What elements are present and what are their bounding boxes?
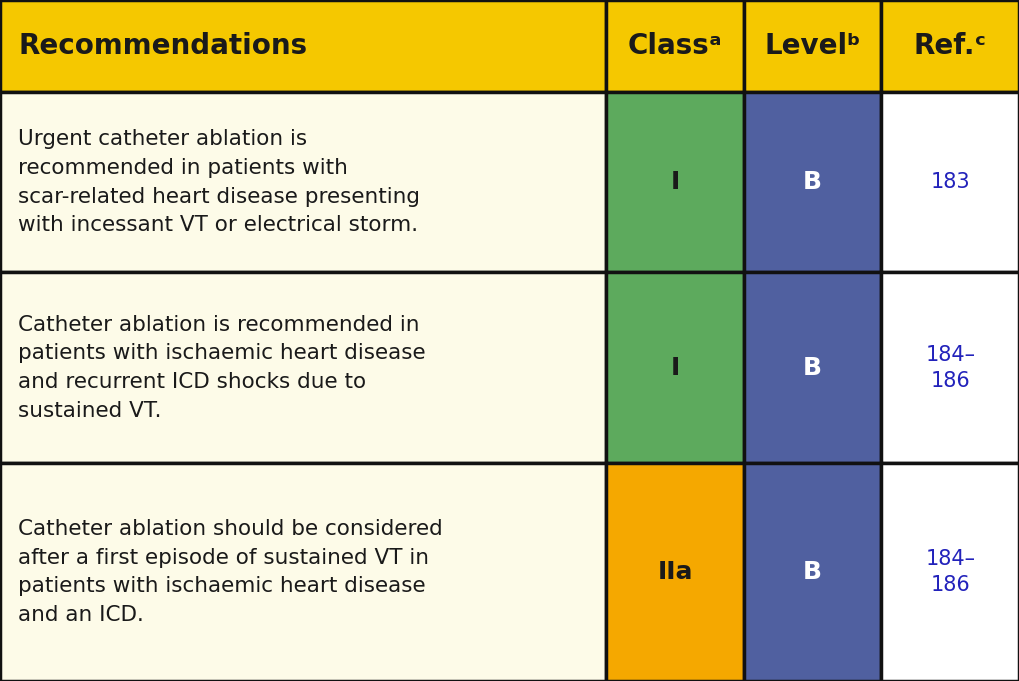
Text: IIa: IIa	[657, 560, 693, 584]
Text: Recommendations: Recommendations	[18, 32, 308, 60]
Bar	[881, 0, 1019, 92]
Bar	[744, 463, 881, 681]
Text: I: I	[671, 355, 680, 380]
Text: Urgent catheter ablation is
recommended in patients with
scar-related heart dise: Urgent catheter ablation is recommended …	[18, 129, 421, 236]
Bar	[0, 92, 606, 272]
Bar	[881, 463, 1019, 681]
Text: B: B	[803, 560, 822, 584]
Bar	[881, 272, 1019, 463]
Text: Catheter ablation should be considered
after a first episode of sustained VT in
: Catheter ablation should be considered a…	[18, 519, 443, 625]
Text: Ref.ᶜ: Ref.ᶜ	[914, 32, 986, 60]
Text: Levelᵇ: Levelᵇ	[764, 32, 861, 60]
Bar	[606, 463, 744, 681]
Text: 184–
186: 184– 186	[925, 345, 975, 391]
Text: B: B	[803, 170, 822, 194]
Text: Catheter ablation is recommended in
patients with ischaemic heart disease
and re: Catheter ablation is recommended in pati…	[18, 315, 426, 421]
Text: B: B	[803, 355, 822, 380]
Bar	[744, 272, 881, 463]
Bar	[606, 0, 744, 92]
Bar	[0, 463, 606, 681]
Bar	[881, 92, 1019, 272]
Text: 183: 183	[930, 172, 970, 192]
Text: Classᵃ: Classᵃ	[628, 32, 722, 60]
Text: I: I	[671, 170, 680, 194]
Bar	[0, 272, 606, 463]
Bar	[606, 92, 744, 272]
Bar	[606, 272, 744, 463]
Bar	[0, 0, 606, 92]
Bar	[744, 0, 881, 92]
Text: 184–
186: 184– 186	[925, 549, 975, 595]
Bar	[744, 92, 881, 272]
